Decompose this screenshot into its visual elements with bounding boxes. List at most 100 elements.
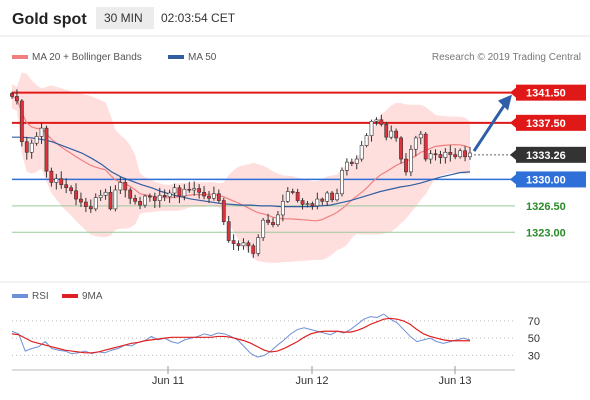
candle-body [256, 237, 261, 254]
level-label-pointer-2 [510, 149, 516, 160]
bollinger-band-layer [12, 72, 470, 263]
candle-body [369, 121, 374, 136]
candle-body [295, 191, 300, 201]
legend-swatch-ma50 [168, 55, 184, 59]
candle-body [138, 201, 142, 206]
candle-body [74, 190, 78, 200]
forecast-arrow-layer [472, 94, 512, 152]
candle-body [335, 193, 339, 201]
candle-body [24, 141, 29, 153]
candle-body [216, 193, 221, 201]
candle-body [280, 201, 285, 216]
timeframe-chip[interactable] [96, 7, 154, 29]
candle-body [19, 100, 24, 142]
level-label-box-1 [516, 114, 586, 131]
candle-body [177, 187, 182, 197]
x-axis-layer: Jun 11 Jun 12 Jun 13 [152, 366, 472, 387]
candle-body [305, 203, 310, 205]
candle-body [320, 198, 325, 202]
candle-body [428, 153, 433, 160]
candle-body [79, 198, 83, 203]
candle-body [236, 243, 241, 247]
candle-body [379, 119, 384, 125]
candle-body [359, 145, 364, 160]
candle-body [241, 242, 246, 247]
level-label-box-0 [516, 84, 586, 101]
candle-body [113, 189, 118, 210]
candle-body [409, 148, 413, 173]
ma50-line [12, 136, 471, 208]
candle-body [212, 193, 216, 199]
candle-body [207, 195, 211, 199]
candle-body [231, 240, 236, 244]
candle-body [399, 137, 403, 160]
candle-body [453, 154, 458, 158]
candle-body [290, 191, 295, 193]
level-label-0: 1341.50 [526, 88, 566, 100]
candle-body [468, 152, 472, 158]
candle-body [438, 154, 443, 158]
rsi-layer: 70 50 30 [11, 313, 540, 362]
candle-body [187, 188, 192, 191]
rsi-9ma-line [11, 317, 470, 354]
rsi-tick-label: 50 [528, 333, 540, 345]
candle-body [93, 197, 98, 210]
candle-body [49, 170, 54, 183]
candle-body [374, 119, 379, 122]
forecast-arrow-shaft [472, 101, 508, 152]
candle-body [152, 196, 157, 201]
level-label-pointer-3 [510, 174, 516, 185]
candle-body [418, 133, 423, 139]
candle-body [433, 153, 438, 156]
legend-label-ma50: MA 50 [188, 52, 217, 63]
candle-body [29, 142, 34, 153]
candle-body [458, 150, 463, 158]
candle-body [197, 188, 202, 193]
candle-body [98, 194, 103, 198]
x-tick-label: Jun 12 [295, 375, 328, 387]
candle-body [133, 198, 138, 202]
level-labels-layer: 1341.50 1337.50 1333.26 1330.00 1326.50 1323.… [510, 84, 586, 239]
level-label-3: 1330.00 [526, 174, 566, 186]
candle-body [202, 191, 206, 197]
candle-body [251, 245, 256, 254]
candle-body [349, 161, 354, 164]
credit-label: Research © 2019 Trading Central [432, 52, 581, 63]
candle-body [83, 201, 88, 207]
level-label-pointer-1 [510, 117, 516, 128]
candle-body [15, 96, 19, 102]
timeframe-label: 30 MIN [104, 11, 143, 25]
candle-body [463, 150, 467, 158]
candle-body [443, 151, 448, 158]
level-label-2: 1333.26 [526, 150, 566, 162]
candle-body [172, 187, 177, 194]
candle-body [344, 161, 349, 171]
candle-body [54, 178, 59, 183]
candle-body [310, 203, 315, 207]
level-label-5: 1323.00 [526, 227, 566, 239]
level-label-4: 1326.50 [526, 201, 566, 213]
candle-body [167, 192, 172, 198]
candle-body [192, 188, 197, 191]
candle-body [182, 188, 187, 197]
candle-body [44, 127, 49, 172]
candle-body [384, 124, 389, 138]
candle-body [276, 214, 280, 226]
legend-swatch-ma20 [12, 55, 28, 59]
candle-body [246, 242, 251, 247]
ma9-legend-swatch [62, 294, 78, 298]
candle-body [39, 127, 44, 137]
candle-body [271, 222, 275, 226]
candles-layer [10, 89, 472, 258]
candle-body [34, 136, 39, 144]
forecast-arrow-head [498, 94, 512, 111]
ma20-line [11, 95, 471, 222]
candle-body [354, 158, 359, 164]
x-tick-label: Jun 11 [152, 375, 184, 387]
candle-body [157, 194, 162, 201]
level-label-box-2 [516, 146, 586, 163]
candle-body [364, 135, 369, 146]
rsi-tick-label: 30 [528, 350, 540, 362]
ma9-legend-label: 9MA [82, 291, 103, 302]
candle-body [300, 200, 305, 205]
